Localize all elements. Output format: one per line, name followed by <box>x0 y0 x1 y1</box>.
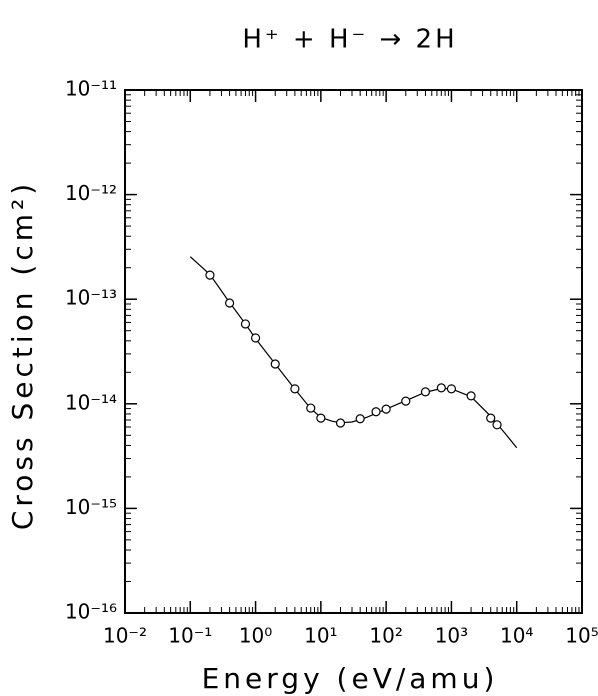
y-tick-label: 10⁻¹⁴ <box>65 390 117 414</box>
data-point <box>316 413 326 423</box>
x-tick-label: 10⁴ <box>500 624 533 648</box>
y-tick-label: 10⁻¹⁵ <box>65 495 117 519</box>
x-axis-label: Energy (eV/amu) <box>202 662 499 695</box>
fit-line <box>189 256 518 449</box>
plot-frame <box>124 89 583 614</box>
data-point <box>492 420 502 430</box>
data-point <box>401 396 411 406</box>
data-point <box>270 359 280 369</box>
data-point <box>381 404 391 414</box>
data-point <box>436 383 446 393</box>
data-point <box>466 391 476 401</box>
data-point <box>205 270 215 280</box>
y-tick-label: 10⁻¹³ <box>65 286 117 310</box>
data-point <box>371 407 381 417</box>
data-point <box>250 333 261 343</box>
x-tick-label: 10⁵ <box>565 624 598 648</box>
data-point <box>355 414 365 424</box>
data-point <box>335 418 346 428</box>
data-point <box>240 319 251 329</box>
x-tick-label: 10⁰ <box>239 624 272 648</box>
data-point <box>486 413 496 423</box>
chart-title: H⁺ + H⁻ → 2H <box>242 25 457 55</box>
data-point <box>224 298 235 308</box>
data-point <box>420 387 431 397</box>
y-tick-label: 10⁻¹⁶ <box>65 600 117 624</box>
x-tick-label: 10⁻¹ <box>168 624 212 648</box>
x-tick-label: 10¹ <box>304 624 337 648</box>
data-point <box>446 384 457 394</box>
data-point <box>290 384 300 394</box>
y-axis-label: Cross Section (cm²) <box>6 180 39 530</box>
y-tick-label: 10⁻¹² <box>65 181 117 205</box>
x-tick-label: 10² <box>369 624 402 648</box>
y-tick-label: 10⁻¹¹ <box>65 77 117 101</box>
data-point <box>306 403 316 413</box>
x-tick-label: 10³ <box>435 624 468 648</box>
x-tick-label: 10⁻² <box>103 624 147 648</box>
